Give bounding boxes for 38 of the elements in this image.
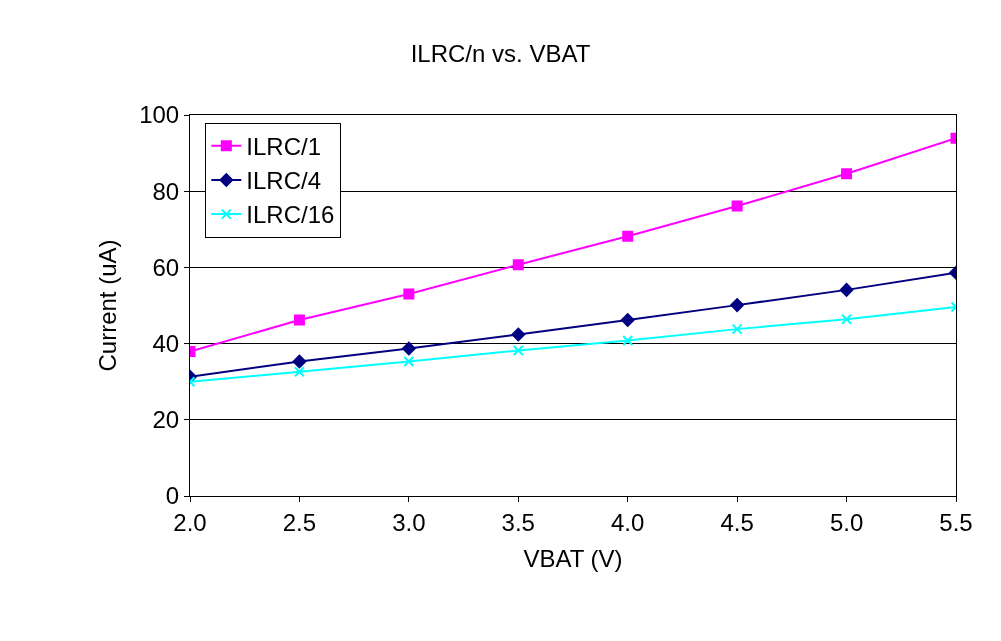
y-tick-label: 40 bbox=[152, 330, 180, 357]
point bbox=[839, 283, 854, 297]
x-axis-title: VBAT (V) bbox=[523, 545, 623, 573]
point bbox=[512, 344, 524, 356]
point bbox=[841, 168, 853, 180]
chart-title: ILRC/n vs. VBAT bbox=[410, 39, 591, 67]
point bbox=[293, 314, 305, 326]
x-tick-label: 2.5 bbox=[282, 508, 317, 536]
x-tick-label: 3.5 bbox=[501, 508, 535, 536]
point bbox=[622, 335, 634, 347]
point bbox=[730, 298, 744, 312]
point bbox=[622, 230, 634, 242]
y-axis-title: Current (uA) bbox=[94, 239, 122, 372]
y-tick-label: 100 bbox=[139, 101, 180, 129]
point bbox=[292, 354, 307, 369]
point bbox=[402, 341, 416, 356]
legend-label: ILRC/4 bbox=[246, 167, 322, 195]
y-tick-label: 20 bbox=[152, 406, 180, 434]
point bbox=[731, 200, 743, 212]
legend-label: ILRC/1 bbox=[246, 133, 322, 161]
point bbox=[731, 323, 743, 335]
x-tick-label: 5.5 bbox=[939, 508, 973, 536]
x-tick-label: 3.0 bbox=[392, 508, 426, 536]
y-tick-label: 0 bbox=[165, 482, 180, 510]
point bbox=[403, 288, 415, 300]
x-tick-label: 4.0 bbox=[611, 508, 645, 536]
x-tick-label: 5.0 bbox=[829, 508, 864, 536]
x-tick-label: 4.5 bbox=[720, 508, 754, 536]
y-tick-label: 80 bbox=[152, 177, 180, 205]
point bbox=[403, 356, 415, 368]
point bbox=[841, 313, 853, 325]
legend-label: ILRC/16 bbox=[246, 201, 335, 229]
x-tick-label: 2.0 bbox=[173, 508, 207, 536]
point bbox=[511, 327, 526, 342]
point bbox=[293, 366, 305, 378]
point bbox=[512, 259, 524, 271]
y-tick-label: 60 bbox=[152, 253, 180, 281]
point bbox=[620, 313, 635, 327]
